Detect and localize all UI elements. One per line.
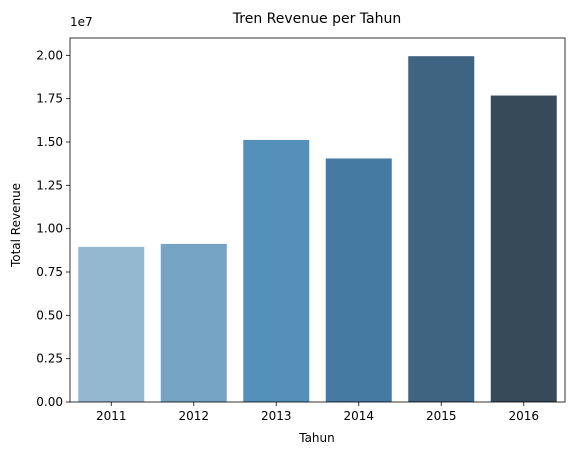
y-tick-label: 0.25 — [36, 352, 63, 366]
x-tick-label: 2013 — [261, 409, 292, 423]
x-tick-label: 2016 — [508, 409, 539, 423]
bar-2011 — [78, 246, 145, 402]
y-axis-title: Total Revenue — [9, 183, 23, 268]
y-tick-label: 1.25 — [36, 178, 63, 192]
y-tick-label: 0.75 — [36, 265, 63, 279]
y-axis-offset-label: 1e7 — [70, 15, 93, 29]
x-axis-title: Tahun — [298, 431, 335, 445]
y-tick-label: 1.75 — [36, 92, 63, 106]
y-tick-label: 0.50 — [36, 308, 63, 322]
y-tick-label: 1.50 — [36, 135, 63, 149]
plot-frame — [69, 37, 566, 403]
ticks-layer: 2011 2012 2013 2014 2015 2016 0.00 0.25 0.50 0.75… — [36, 48, 539, 423]
bar-2013 — [243, 139, 310, 403]
bar-2015 — [408, 56, 475, 402]
x-tick-label: 2015 — [426, 409, 457, 423]
chart-title: Tren Revenue per Tahun — [232, 11, 401, 27]
bar-2012 — [160, 243, 227, 402]
bar-2014 — [325, 158, 392, 402]
x-tick-label: 2012 — [178, 409, 209, 423]
y-tick-label: 2.00 — [36, 48, 63, 62]
y-tick-label: 1.00 — [36, 222, 63, 236]
bar-2016 — [490, 95, 557, 403]
bars-layer — [78, 56, 557, 403]
x-tick-label: 2011 — [96, 409, 127, 423]
x-tick-label: 2014 — [343, 409, 374, 423]
axes-layer — [69, 37, 566, 403]
y-tick-label: 0.00 — [36, 395, 63, 409]
